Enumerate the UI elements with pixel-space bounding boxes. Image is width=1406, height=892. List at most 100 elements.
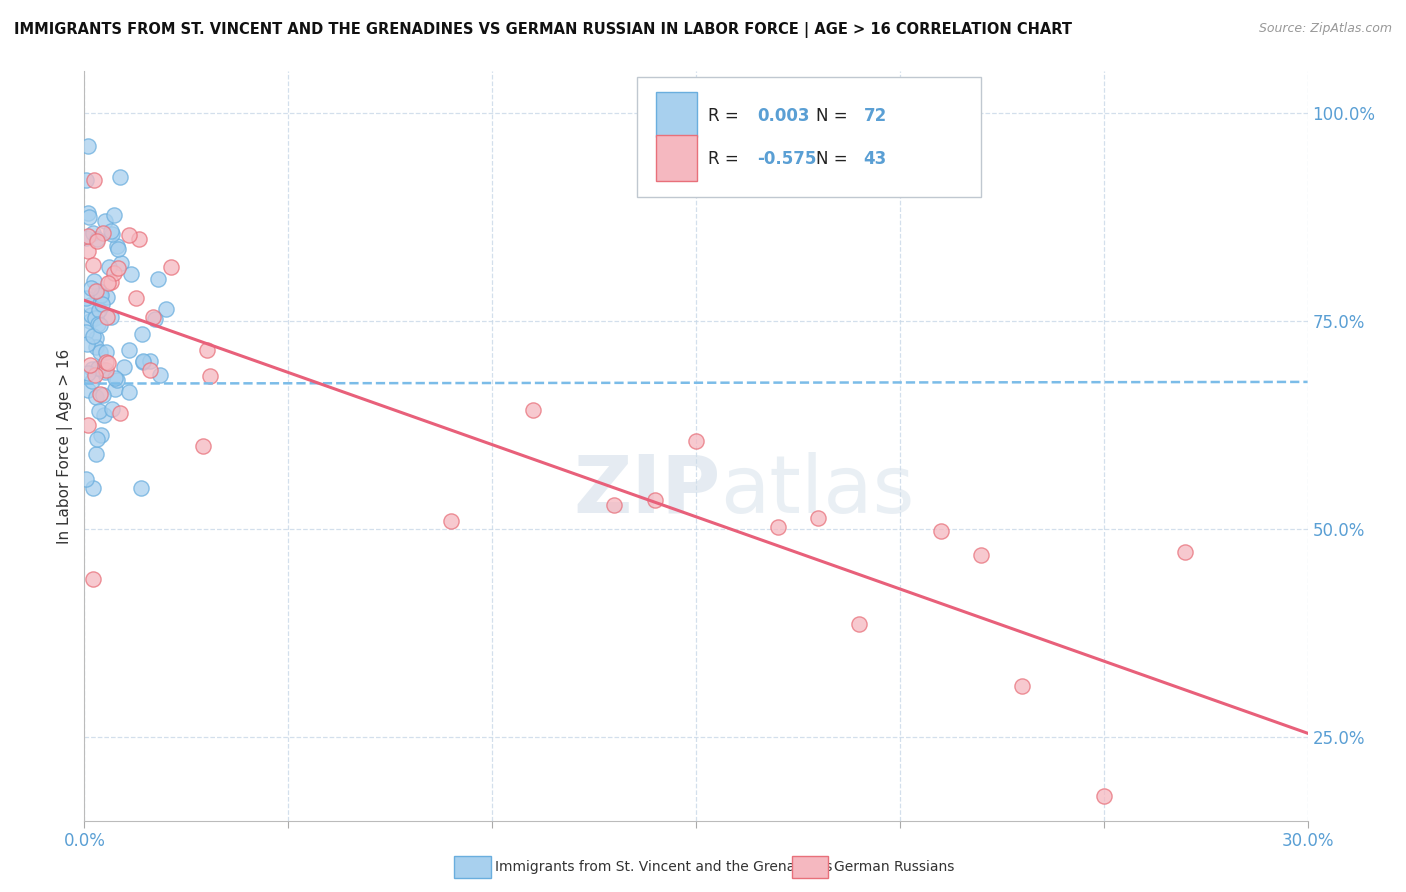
Point — [87, 404, 110, 418]
Text: R =: R = — [709, 106, 744, 125]
Point — [105, 239, 128, 253]
Point — [82, 481, 104, 495]
Point — [139, 353, 162, 368]
Point — [103, 208, 125, 222]
Point — [89, 289, 111, 303]
Point — [1174, 545, 1197, 559]
Point — [101, 402, 124, 417]
Point — [138, 363, 160, 377]
Point — [77, 211, 100, 225]
Point — [100, 275, 122, 289]
Point — [807, 510, 830, 524]
Point — [89, 318, 111, 332]
Point — [97, 276, 120, 290]
Point — [118, 343, 141, 358]
Point — [96, 344, 118, 359]
Point — [82, 227, 104, 241]
Point — [80, 280, 103, 294]
Point — [685, 434, 707, 448]
Point — [87, 317, 110, 331]
Point — [75, 326, 97, 340]
Text: atlas: atlas — [720, 452, 915, 530]
Point — [149, 368, 172, 383]
Point — [440, 515, 463, 529]
Point — [77, 418, 100, 433]
Point — [107, 242, 129, 256]
Point — [96, 310, 118, 324]
Point — [90, 288, 112, 302]
Point — [84, 390, 107, 404]
Point — [146, 272, 169, 286]
Point — [82, 329, 104, 343]
Point — [101, 227, 124, 241]
Point — [86, 234, 108, 248]
Point — [91, 361, 114, 376]
Point — [155, 302, 177, 317]
Point — [80, 308, 103, 322]
Point — [100, 310, 122, 324]
Point — [75, 291, 97, 305]
Text: Source: ZipAtlas.com: Source: ZipAtlas.com — [1258, 22, 1392, 36]
Point — [97, 356, 120, 370]
Point — [80, 361, 103, 376]
Point — [84, 340, 107, 354]
Point — [76, 384, 98, 398]
Point — [107, 373, 129, 387]
Point — [91, 226, 114, 240]
Point — [82, 375, 104, 389]
Text: 43: 43 — [863, 150, 887, 168]
Point — [191, 439, 214, 453]
Point — [970, 548, 993, 562]
Point — [104, 371, 127, 385]
Text: -0.575: -0.575 — [758, 150, 817, 168]
FancyBboxPatch shape — [655, 135, 697, 181]
Point — [103, 266, 125, 280]
Point — [79, 298, 101, 312]
Point — [118, 385, 141, 400]
Point — [94, 355, 117, 369]
Y-axis label: In Labor Force | Age > 16: In Labor Force | Age > 16 — [58, 349, 73, 543]
Point — [644, 493, 666, 508]
Point — [110, 406, 132, 420]
FancyBboxPatch shape — [655, 92, 697, 137]
Point — [86, 232, 108, 246]
Point — [100, 225, 122, 239]
Point — [104, 382, 127, 396]
Point — [128, 232, 150, 246]
Point — [83, 274, 105, 288]
Point — [87, 284, 110, 298]
Point — [77, 229, 100, 244]
Point — [76, 337, 98, 351]
Point — [87, 360, 110, 375]
Point — [848, 617, 870, 632]
Point — [79, 358, 101, 372]
Point — [110, 256, 132, 270]
Point — [89, 344, 111, 359]
Point — [93, 409, 115, 423]
Text: ZIP: ZIP — [574, 452, 720, 530]
Point — [82, 258, 104, 272]
Point — [1011, 679, 1033, 693]
Point — [89, 302, 111, 317]
Point — [112, 360, 135, 375]
Point — [143, 312, 166, 326]
Text: 72: 72 — [863, 106, 887, 125]
Point — [132, 355, 155, 369]
Text: German Russians: German Russians — [834, 860, 955, 874]
Point — [76, 206, 98, 220]
Point — [118, 227, 141, 242]
Point — [142, 310, 165, 324]
Point — [96, 363, 118, 377]
Point — [77, 244, 100, 259]
Point — [159, 260, 181, 275]
Text: Immigrants from St. Vincent and the Grenadines: Immigrants from St. Vincent and the Gren… — [495, 860, 832, 874]
Point — [108, 169, 131, 184]
Point — [766, 520, 789, 534]
Point — [75, 231, 97, 245]
Point — [94, 365, 117, 379]
Text: 0.003: 0.003 — [758, 106, 810, 125]
Point — [90, 427, 112, 442]
Point — [82, 572, 104, 586]
Point — [131, 481, 153, 495]
Point — [198, 369, 221, 384]
